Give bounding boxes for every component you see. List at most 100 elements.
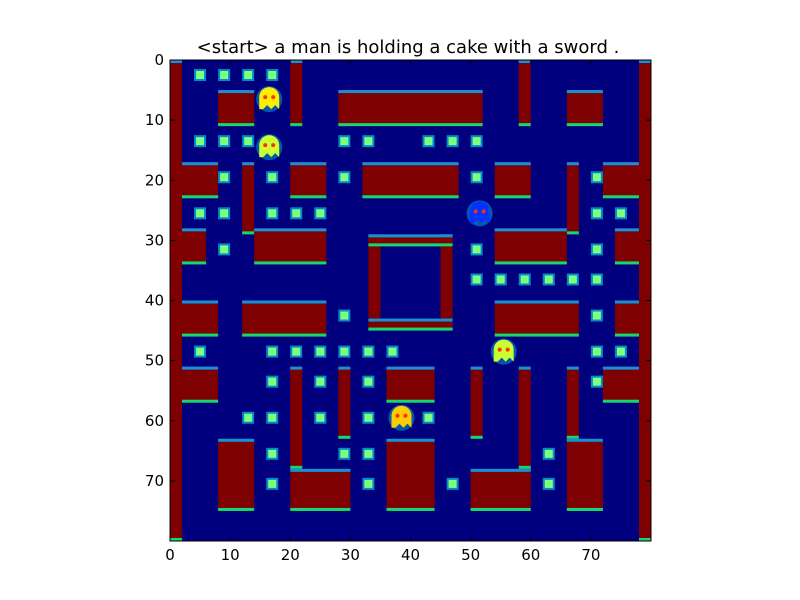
pellet (220, 173, 229, 182)
pellet (424, 137, 433, 146)
wall-edge (338, 366, 351, 370)
wall-edge (218, 90, 255, 94)
ghost-green-icon (256, 134, 283, 161)
y-tick-label: 50 (145, 352, 164, 370)
y-tick-label: 60 (145, 412, 164, 430)
maze-wall (440, 234, 453, 331)
pellet (424, 413, 433, 422)
maze-wall (614, 228, 639, 265)
wall-edge (218, 507, 255, 511)
pellet (268, 71, 277, 80)
maze-wall (218, 438, 255, 511)
pellet (520, 275, 529, 284)
pellet (244, 71, 253, 80)
wall-edge (290, 507, 351, 511)
pellet (244, 137, 253, 146)
wall-edge (338, 435, 351, 439)
maze-wall (368, 234, 453, 247)
wall-edge (602, 162, 639, 166)
pellet (292, 347, 301, 356)
maze-pellets (194, 69, 627, 490)
wall-edge (290, 465, 303, 469)
pellet (544, 479, 553, 488)
maze-wall (566, 90, 603, 127)
y-tick-label: 20 (145, 171, 164, 189)
wall-edge (254, 261, 327, 265)
pellet (244, 413, 253, 422)
pellet (316, 209, 325, 218)
wall-edge (182, 261, 207, 265)
pellet (196, 209, 205, 218)
pellet (364, 449, 373, 458)
wall-edge (242, 300, 327, 304)
maze-wall (386, 438, 435, 511)
pellet (340, 449, 349, 458)
x-tick-label: 50 (461, 546, 480, 564)
maze-wall (566, 366, 579, 439)
wall-edge (368, 234, 453, 238)
pellet (592, 209, 601, 218)
pellet (196, 347, 205, 356)
pellet (340, 347, 349, 356)
wall-edge (566, 435, 579, 439)
pellet (316, 377, 325, 386)
maze-wall (602, 366, 639, 403)
wall-edge (290, 123, 303, 127)
wall-edge (494, 261, 567, 265)
wall-edge (368, 243, 453, 247)
maze-wall (566, 438, 603, 511)
player-icon (388, 404, 415, 431)
maze-wall (614, 300, 639, 337)
maze-wall (368, 234, 381, 331)
maze-wall (368, 318, 453, 331)
maze-wall (290, 366, 303, 469)
figure-title: <start> a man is holding a cake with a s… (197, 37, 620, 58)
maze-wall (338, 366, 351, 439)
wall-edge (566, 90, 603, 94)
wall-edge (470, 468, 531, 472)
pellet (592, 347, 601, 356)
wall-edge (494, 300, 579, 304)
maze-wall (362, 162, 459, 199)
wall-edge (518, 123, 531, 127)
maze-wall (338, 90, 483, 127)
maze-wall (254, 228, 327, 265)
wall-edge (470, 366, 483, 370)
wall-edge (614, 333, 639, 337)
wall-edge (566, 162, 579, 166)
wall-edge (566, 507, 603, 511)
wall-edge (566, 366, 579, 370)
wall-edge (386, 366, 435, 370)
wall-edge (290, 60, 303, 63)
wall-edge (290, 195, 327, 199)
wall-edge (470, 435, 483, 439)
pellet (340, 137, 349, 146)
x-axis-ticks: 0 10 20 30 40 50 60 70 (165, 60, 600, 564)
x-tick-label: 20 (281, 546, 300, 564)
maze-sprites (256, 86, 517, 431)
wall-edge (566, 123, 603, 127)
wall-edge (566, 231, 579, 235)
wall-edge (290, 468, 351, 472)
maze-wall (290, 468, 351, 511)
pellet (544, 449, 553, 458)
pellet (268, 479, 277, 488)
maze-wall (242, 300, 327, 337)
wall-edge (254, 228, 327, 232)
maze-wall (470, 366, 483, 439)
wall-edge (638, 60, 651, 63)
x-tick-label: 60 (521, 546, 540, 564)
wall-edge (182, 333, 219, 337)
maze-wall (518, 60, 531, 127)
wall-edge (182, 195, 219, 199)
maze-wall (602, 162, 639, 199)
ghost-top-icon (256, 86, 283, 113)
pellet (268, 209, 277, 218)
pellet (472, 245, 481, 254)
pellet (268, 173, 277, 182)
pellet (616, 347, 625, 356)
wall-edge (602, 366, 639, 370)
wall-edge (614, 300, 639, 304)
y-tick-label: 40 (145, 292, 164, 310)
maze-wall (386, 366, 435, 403)
